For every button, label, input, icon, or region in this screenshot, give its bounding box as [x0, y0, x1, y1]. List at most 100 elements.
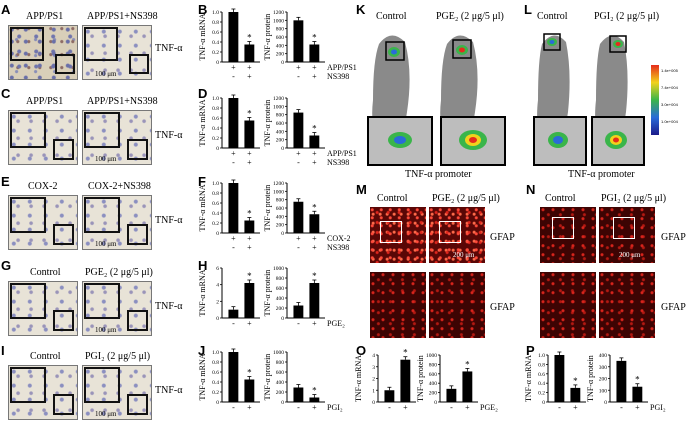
o-protein-bar-2 [462, 371, 473, 402]
o-mrna-tick-label: 4 [372, 353, 375, 359]
panel-i-ihc-left [8, 365, 78, 420]
panel-m-right-label: PGE₂ (2 μg/5 μl) [432, 193, 500, 204]
o-protein-tick-label: 200 [429, 391, 438, 397]
p-mrna-bar-2 [570, 387, 581, 402]
p-protein-tick-label: 0 [604, 400, 607, 406]
f-mrna-tick-label: 0 [216, 231, 219, 237]
o-protein-tick-label: 1000 [426, 353, 437, 359]
panel-letter-f: F [198, 174, 206, 189]
j-protein-treat-mark: + [312, 403, 317, 412]
f-mrna-tick-label: 0.2 [212, 221, 219, 227]
p-protein-tick-label: 300 [599, 365, 608, 371]
b-protein-tick-label: 800 [276, 27, 285, 33]
p-protein-treat-mark: - [620, 403, 623, 412]
panel-i-left-label: Control [30, 351, 61, 362]
b-protein-bar-2 [309, 44, 320, 62]
panel-m-gfap-treated: 200 μm [429, 207, 485, 263]
panel-c-marker: TNF-α [155, 130, 183, 141]
panel-n-marker: GFAP [661, 232, 686, 243]
j-mrna-bar-2 [244, 379, 255, 402]
p-protein-treat-name: PGI₂ [650, 403, 666, 412]
panel-m-zoom-marker: GFAP [490, 302, 515, 313]
b-protein-treat-name: NS398 [327, 72, 349, 81]
o-protein-treat-mark: + [465, 403, 470, 412]
f-protein-treat-mark: + [312, 234, 317, 243]
f-mrna-tick-label: 0.8 [212, 191, 219, 197]
f-mrna-tick-label: 0.6 [212, 201, 219, 207]
panel-letter-i: I [1, 343, 5, 358]
d-protein-tick-label: 600 [276, 121, 285, 127]
d-mrna-tick-label: 1.0 [212, 96, 219, 102]
panel-g-ihc-left [8, 281, 78, 336]
panel-n-left-label: Control [545, 193, 576, 204]
j-protein-tick-label: 1000 [273, 350, 284, 356]
h-protein-tick-label: 1000 [273, 266, 284, 272]
panel-m-left-label: Control [377, 193, 408, 204]
f-mrna-significance-star-2: * [247, 209, 252, 219]
b-protein-treat-mark: + [312, 63, 317, 72]
panel-i-ihc-right: 100 μm [82, 365, 152, 420]
panel-i-right-label: PGI₂ (2 μg/5 μl) [85, 351, 151, 362]
o-protein-bar-1 [446, 388, 457, 402]
f-mrna-bar-2 [244, 220, 255, 233]
d-protein-tick-label: 200 [276, 138, 285, 144]
o-mrna-bar-1 [384, 390, 395, 402]
o-protein-tick-label: 400 [429, 381, 438, 387]
panel-c-left-label: APP/PS1 [26, 96, 64, 107]
b-mrna-ylabel: TNF-α mRNA [198, 13, 207, 60]
d-mrna-treat-mark: - [232, 158, 235, 167]
f-mrna-bar-1 [228, 183, 239, 233]
p-mrna-tick-label: 0.6 [538, 372, 545, 378]
o-protein-treat-name: PGE₂ [480, 403, 498, 412]
panel-letter-l: L [524, 2, 532, 17]
panel-l-left-label: Control [537, 11, 568, 22]
o-protein-ylabel: TNF-α protein [416, 355, 425, 402]
p-protein-tick-label: 200 [599, 377, 608, 383]
b-protein-tick-label: 1000 [273, 18, 284, 24]
b-mrna-tick-label: 0.4 [212, 40, 219, 46]
panel-letter-d: D [198, 86, 208, 101]
h-protein-ylabel: TNF-α protein [263, 270, 272, 317]
b-mrna-treat-mark: + [231, 63, 236, 72]
panel-l-caption: TNF-α promoter [568, 169, 635, 180]
d-protein-bar-2 [309, 135, 320, 148]
d-mrna-treat-mark: + [247, 158, 252, 167]
j-mrna-treat-mark: - [232, 403, 235, 412]
d-mrna-ylabel: TNF-α mRNA [198, 99, 207, 146]
h-protein-treat-mark: - [297, 319, 300, 328]
panel-n-right-label: PGI₂ (2 μg/5 μl) [601, 193, 667, 204]
p-protein-treat-mark: + [635, 403, 640, 412]
panel-l-mice-image [530, 22, 650, 167]
d-protein-treat-mark: + [312, 158, 317, 167]
b-protein-tick-label: 0 [281, 60, 284, 66]
o-mrna-tick-label: 2 [372, 377, 375, 383]
panel-e-ihc-right: 100 μm [82, 195, 152, 250]
b-mrna-tick-label: 0.6 [212, 30, 219, 36]
f-mrna-tick-label: 1.0 [212, 181, 219, 187]
panel-e-left-label: COX-2 [28, 181, 58, 192]
h-protein-tick-label: 600 [276, 286, 285, 292]
h-protein-bar-1 [293, 305, 304, 318]
panel-a-right-label: APP/PS1+NS398 [87, 11, 158, 22]
panel-a-marker: TNF-α [155, 43, 183, 54]
panel-a-ihc-right: 100 μm [82, 25, 152, 80]
panel-e-ihc-left [8, 195, 78, 250]
o-protein-treat-mark: - [450, 403, 453, 412]
b-mrna-treat-mark: - [232, 72, 235, 81]
p-protein-ylabel: TNF-α protein [586, 355, 595, 402]
o-protein-tick-label: 600 [429, 372, 438, 378]
h-mrna-tick-label: 0 [216, 316, 219, 322]
p-mrna-treat-mark: + [573, 403, 578, 412]
f-protein-tick-label: 0 [281, 231, 284, 237]
o-mrna-treat-mark: + [403, 403, 408, 412]
p-protein-tick-label: 100 [599, 388, 608, 394]
j-protein-significance-star-2: * [312, 386, 317, 396]
d-protein-ylabel: TNF-α protein [263, 100, 272, 147]
f-protein-tick-label: 400 [276, 214, 285, 220]
h-mrna-tick-label: 6 [216, 266, 219, 272]
b-mrna-tick-label: 0.8 [212, 20, 219, 26]
p-protein-significance-star-2: * [635, 375, 640, 385]
o-mrna-bar-2 [400, 359, 411, 402]
j-mrna-ylabel: TNF-α mRNA [198, 353, 207, 400]
